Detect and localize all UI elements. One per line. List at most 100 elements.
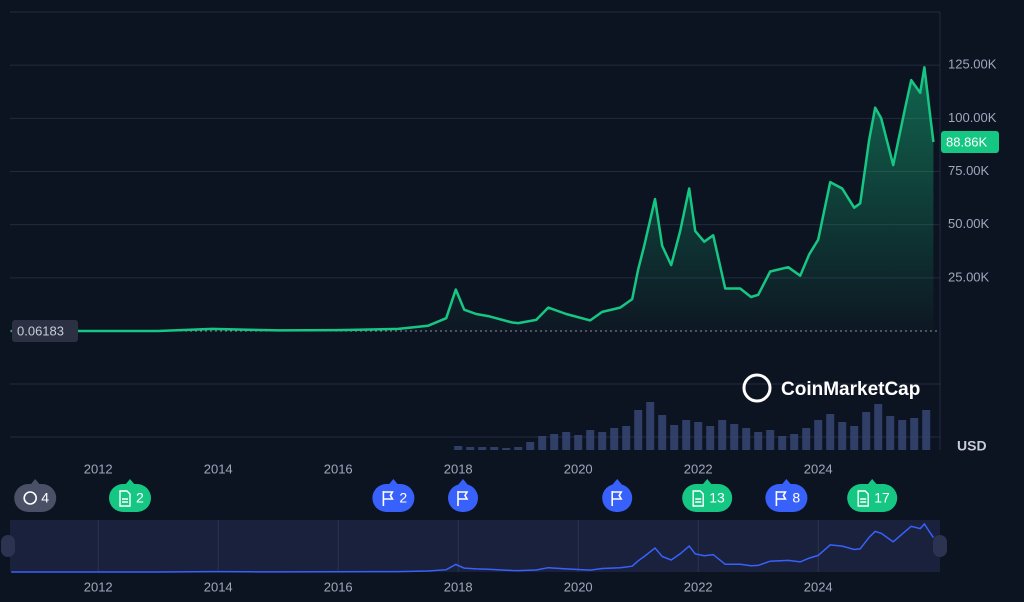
navigator-tick-label: 2014 bbox=[204, 579, 233, 594]
volume-bar bbox=[502, 448, 511, 450]
navigator-line bbox=[11, 522, 935, 573]
y-tick-label: 100.00K bbox=[948, 110, 997, 125]
event-pointer bbox=[30, 479, 41, 485]
brand: CoinMarketCap bbox=[742, 373, 920, 403]
event-pointer bbox=[612, 479, 623, 485]
volume-bar bbox=[574, 435, 583, 450]
volume-bar bbox=[862, 412, 871, 450]
volume-bar bbox=[898, 420, 907, 450]
volume-bar bbox=[826, 414, 835, 450]
flag-icon bbox=[457, 491, 469, 506]
event-count: 13 bbox=[709, 490, 725, 506]
event-pointer bbox=[702, 479, 713, 485]
volume-bar bbox=[454, 446, 463, 450]
volume-bar bbox=[670, 425, 679, 450]
volume-bar bbox=[598, 432, 607, 450]
flag-icon bbox=[775, 491, 787, 506]
volume-bar bbox=[718, 420, 727, 450]
volume-bar bbox=[730, 424, 739, 450]
volume-bar bbox=[526, 442, 535, 450]
event-marker[interactable]: 2 bbox=[372, 479, 415, 512]
y-tick-label: 75.00K bbox=[948, 163, 990, 178]
volume-bar bbox=[802, 428, 811, 450]
volume-bar bbox=[694, 422, 703, 450]
event-pointer bbox=[458, 479, 468, 485]
event-badge bbox=[448, 484, 478, 512]
x-tick-label: 2016 bbox=[324, 461, 353, 476]
volume-bar bbox=[634, 410, 643, 450]
event-marker[interactable]: 13 bbox=[682, 479, 733, 512]
doc-icon bbox=[692, 490, 704, 507]
history-icon bbox=[23, 491, 38, 505]
volume-bar bbox=[658, 415, 667, 450]
volume-bar bbox=[790, 434, 799, 450]
y-tick-label: 50.00K bbox=[948, 216, 990, 231]
flag-icon bbox=[382, 491, 394, 506]
event-marker[interactable]: 17 bbox=[847, 479, 898, 512]
volume-bar bbox=[886, 416, 895, 450]
y-tick-label: 25.00K bbox=[948, 269, 990, 284]
navigator-tick-label: 2020 bbox=[564, 579, 593, 594]
last-price-tag bbox=[941, 131, 999, 154]
event-marker[interactable]: 8 bbox=[765, 479, 808, 512]
volume-bar bbox=[622, 426, 631, 450]
volume-bar bbox=[562, 432, 571, 450]
volume-bar bbox=[490, 447, 499, 450]
navigator-handle[interactable] bbox=[1, 535, 15, 557]
volume-bar bbox=[514, 447, 523, 450]
volume-bar bbox=[550, 434, 559, 450]
doc-icon bbox=[119, 490, 131, 507]
doc-icon bbox=[857, 490, 869, 507]
currency: USD bbox=[957, 438, 987, 454]
x-tick-label: 2022 bbox=[684, 461, 713, 476]
price-area bbox=[11, 67, 934, 332]
volume-bar bbox=[814, 420, 823, 450]
event-count: 17 bbox=[874, 490, 890, 506]
navigator-tick-label: 2022 bbox=[684, 579, 713, 594]
volume-bar bbox=[838, 422, 847, 450]
event-pointer bbox=[867, 479, 878, 485]
volume-bar bbox=[910, 418, 919, 450]
first-price-label: 0.06183 bbox=[17, 323, 64, 338]
volume-bar bbox=[742, 428, 751, 450]
brand-logo bbox=[742, 373, 772, 403]
last-price-label: 88.86K bbox=[946, 134, 988, 149]
event-count: 2 bbox=[136, 490, 144, 506]
navigator-tick-label: 2012 bbox=[84, 579, 113, 594]
volume-bar bbox=[850, 426, 859, 450]
volume-bar bbox=[466, 447, 475, 450]
x-tick-label: 2012 bbox=[84, 461, 113, 476]
event-badge bbox=[765, 484, 808, 512]
volume-bar bbox=[538, 436, 547, 450]
event-badge bbox=[372, 484, 415, 512]
event-pointer bbox=[388, 479, 399, 485]
event-marker[interactable]: 2 bbox=[109, 479, 151, 512]
event-badge bbox=[602, 484, 633, 512]
navigator[interactable] bbox=[10, 520, 940, 572]
event-pointer bbox=[125, 479, 135, 485]
volume-bar bbox=[778, 436, 787, 450]
first-price-tag bbox=[12, 319, 78, 342]
volume-bar bbox=[706, 426, 715, 450]
flag-icon bbox=[611, 491, 623, 506]
x-tick-label: 2024 bbox=[804, 461, 833, 476]
event-marker[interactable] bbox=[448, 479, 478, 512]
volume-bar bbox=[874, 404, 883, 450]
y-tick-label: 125.00K bbox=[948, 57, 997, 72]
volume-bar bbox=[682, 420, 691, 450]
navigator-handle[interactable] bbox=[933, 535, 947, 557]
navigator-tick-label: 2016 bbox=[324, 579, 353, 594]
event-marker[interactable]: 4 bbox=[14, 479, 57, 512]
x-tick-label: 2014 bbox=[204, 461, 233, 476]
price-line bbox=[11, 66, 935, 333]
volume-bar bbox=[754, 432, 763, 450]
event-marker[interactable] bbox=[602, 479, 633, 512]
brand-name: CoinMarketCap bbox=[781, 379, 920, 400]
navigator-tick-label: 2024 bbox=[804, 579, 833, 594]
volume-bar bbox=[646, 402, 655, 450]
volume-bar bbox=[610, 428, 619, 450]
volume-bar bbox=[766, 430, 775, 450]
event-count: 2 bbox=[399, 490, 407, 506]
